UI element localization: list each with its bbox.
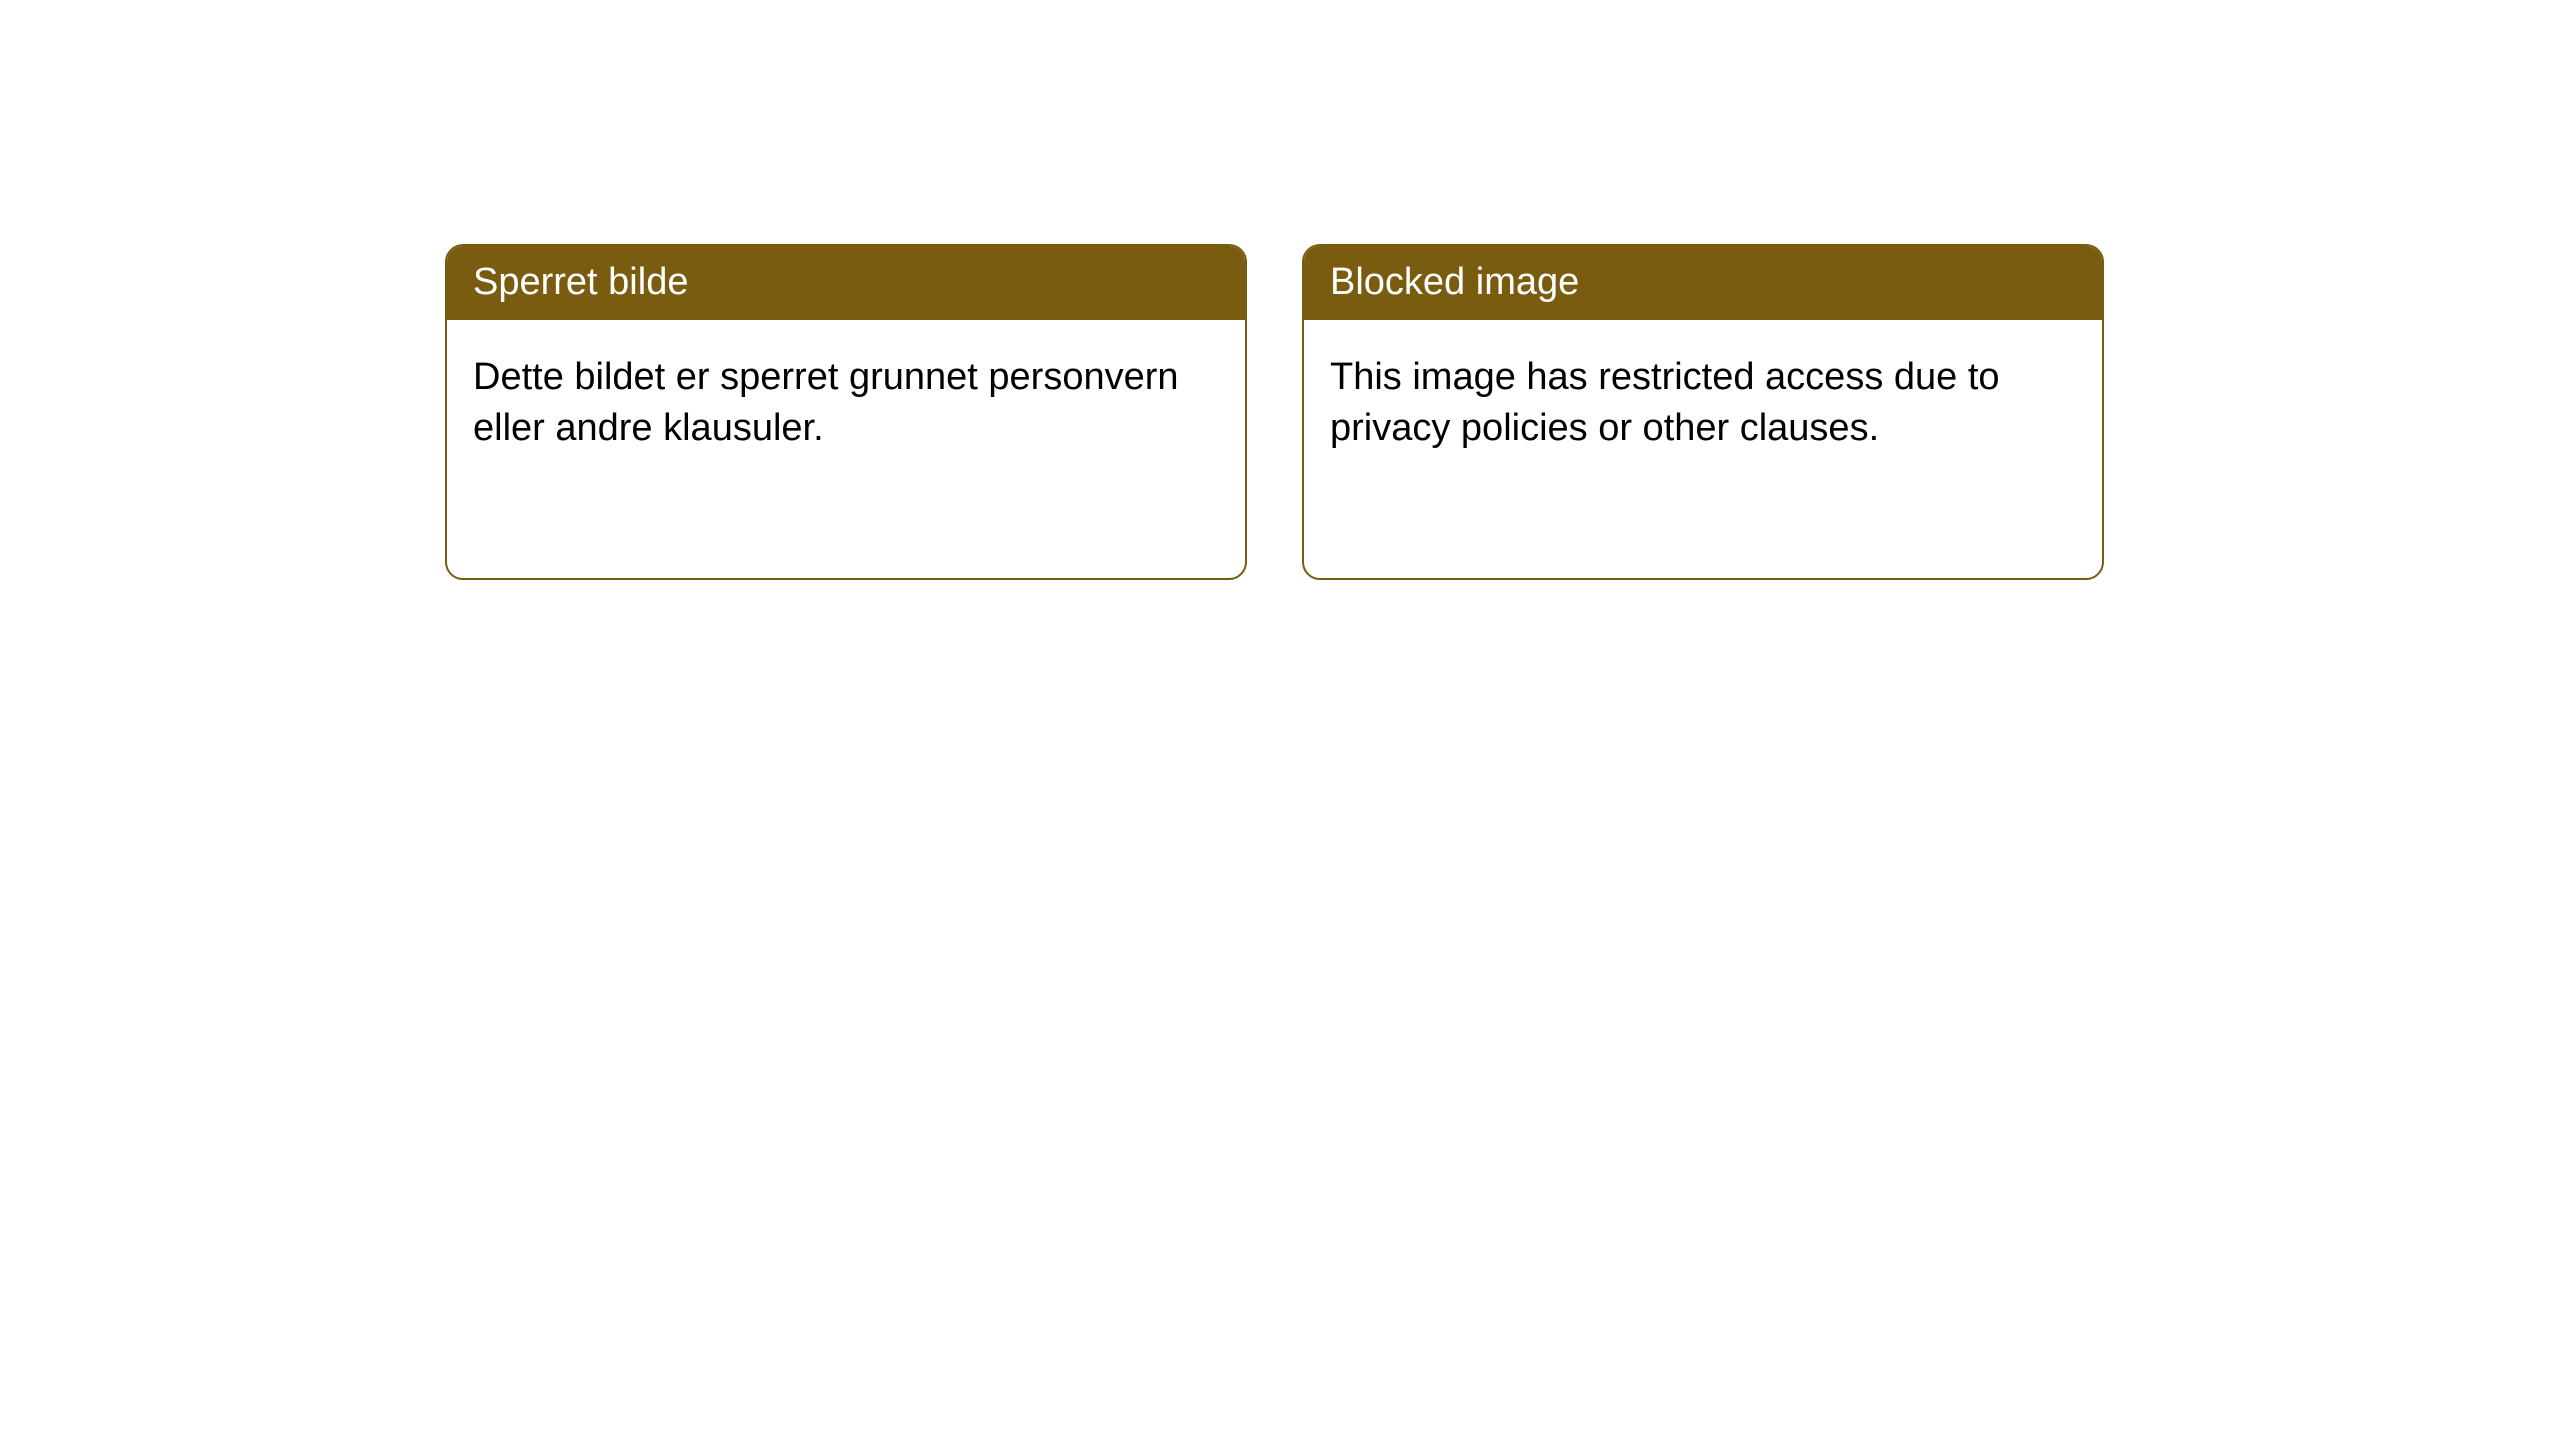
- card-title: Sperret bilde: [473, 261, 688, 303]
- card-title: Blocked image: [1330, 261, 1579, 303]
- card-body: Dette bildet er sperret grunnet personve…: [447, 320, 1245, 487]
- card-header: Sperret bilde: [447, 246, 1245, 320]
- card-body-text: This image has restricted access due to …: [1330, 356, 2000, 449]
- notice-card-norwegian: Sperret bilde Dette bildet er sperret gr…: [445, 244, 1247, 580]
- notice-cards-container: Sperret bilde Dette bildet er sperret gr…: [445, 244, 2104, 580]
- notice-card-english: Blocked image This image has restricted …: [1302, 244, 2104, 580]
- card-body-text: Dette bildet er sperret grunnet personve…: [473, 356, 1179, 449]
- card-body: This image has restricted access due to …: [1304, 320, 2102, 487]
- card-header: Blocked image: [1304, 246, 2102, 320]
